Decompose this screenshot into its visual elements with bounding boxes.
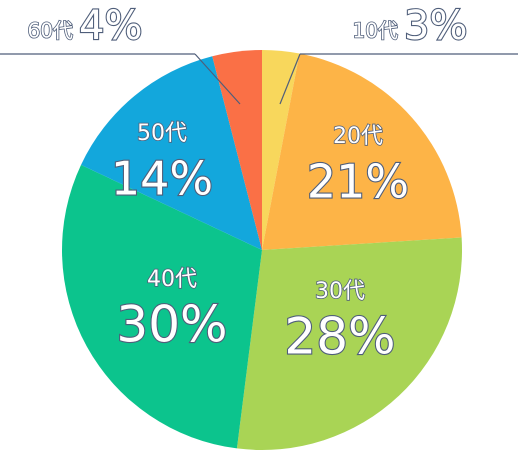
slice-category-label-5: 50代 xyxy=(137,121,187,146)
slice-category-label-2: 20代 xyxy=(333,124,383,149)
slice-category-label-3: 30代 xyxy=(315,279,365,304)
slice-labels: 10代 3% 20代 21% 30代 28% 40代 30% 50代 14% 60代 4% xyxy=(27,2,469,367)
pie-slice-2 xyxy=(262,53,462,251)
external-label-6: 60代 4% xyxy=(27,2,144,50)
slice-category-label-1: 10代 xyxy=(353,19,398,43)
slice-percent-label-6: 4% xyxy=(79,3,142,49)
slice-percent-label-2: 21% xyxy=(307,155,409,209)
pie-slice-3 xyxy=(236,237,462,450)
pie-slice-5 xyxy=(81,56,262,250)
slice-percent-label-4: 30% xyxy=(116,296,227,354)
pie-slice-6 xyxy=(212,50,262,250)
external-label-1: 10代 3% xyxy=(352,2,469,50)
pie-slices xyxy=(62,50,462,450)
pie-slice-4 xyxy=(62,164,263,449)
slice-category-label-6: 60代 xyxy=(28,19,73,43)
leader-lines xyxy=(0,53,518,105)
slice-percent-label-1: 3% xyxy=(404,3,467,49)
leader-line-6 xyxy=(194,53,241,105)
slice-percent-label-5: 14% xyxy=(111,152,213,206)
slice-percent-label-3: 28% xyxy=(284,308,395,366)
slice-category-label-4: 40代 xyxy=(147,267,197,292)
pie-slice-1 xyxy=(262,50,300,250)
leader-line-1 xyxy=(279,53,301,105)
